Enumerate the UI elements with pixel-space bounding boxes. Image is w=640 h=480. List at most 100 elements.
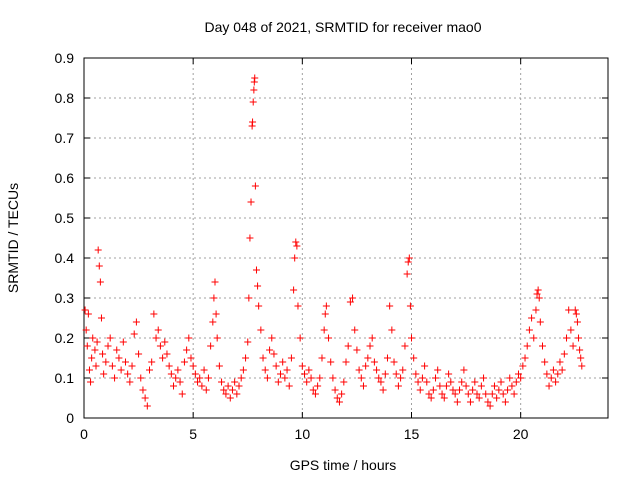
data-point [373,366,381,374]
data-point [303,378,311,386]
data-point [493,394,501,402]
data-point [213,334,221,342]
data-point [263,374,271,382]
data-point [534,286,542,294]
data-point [83,342,91,350]
x-tick-labels: 0 5 10 15 20 [80,426,529,442]
data-point [209,318,217,326]
data-point [514,370,522,378]
data-point [506,374,514,382]
data-point [296,334,304,342]
data-point [187,354,195,362]
data-point [178,390,186,398]
data-point [532,306,540,314]
data-point [88,354,96,362]
data-point [196,374,204,382]
data-point [143,402,151,410]
data-point [569,342,577,350]
data-point [305,366,313,374]
data-point [405,254,413,262]
data-point [165,362,173,370]
data-point [246,234,254,242]
data-point [473,390,481,398]
data-point [375,374,383,382]
data-point [268,334,276,342]
data-point [539,342,546,350]
data-point [237,374,245,382]
data-point [547,374,555,382]
data-point [390,358,398,366]
data-point [572,310,580,318]
data-point [355,366,363,374]
data-point [545,382,553,390]
data-point [170,382,178,390]
x-tick-label: 5 [189,426,197,442]
data-point [100,370,108,378]
data-point [279,358,287,366]
data-point [277,370,284,378]
data-point [353,346,361,354]
data-point [291,254,299,262]
data-point [215,362,223,370]
data-point [85,366,93,374]
data-point [501,398,509,406]
data-point [81,306,89,314]
data-point [510,390,518,398]
data-point [119,338,127,346]
data-point [135,350,143,358]
data-point [379,386,387,394]
data-point [259,354,267,362]
data-point [342,358,350,366]
data-point [434,366,442,374]
data-point [163,350,171,358]
data-point [344,342,352,350]
data-point [521,354,529,362]
data-point [357,374,365,382]
data-point [436,382,444,390]
data-point [251,182,259,190]
data-point [99,350,107,358]
data-point [272,362,280,370]
data-point [106,334,114,342]
data-point [392,370,400,378]
data-point [386,302,394,310]
data-point [314,382,322,390]
data-point [211,278,219,286]
y-tick-label: 0.7 [55,130,75,146]
data-point [364,354,372,362]
data-point [414,378,422,386]
y-tick-label: 0.5 [55,210,75,226]
data-point [210,294,218,302]
data-point [406,302,414,310]
data-point [484,398,492,406]
data-point [318,354,326,362]
data-point [394,382,402,390]
data-point [231,378,239,386]
data-point [128,362,136,370]
data-point [176,378,184,386]
data-point [212,310,220,318]
data-point [530,334,538,342]
data-point [466,398,474,406]
data-point [442,382,450,390]
data-point [82,326,90,334]
data-point [191,370,199,378]
data-point [239,366,247,374]
data-point [397,374,405,382]
data-point [137,374,145,382]
data-point [440,394,448,402]
data-point [96,278,104,286]
data-point [311,390,319,398]
data-point [338,390,346,398]
data-point [480,374,488,382]
axis-ticks [83,57,608,419]
data-point [292,238,300,246]
data-point [495,386,503,394]
data-point [462,382,470,390]
data-point [156,342,164,350]
data-point [362,362,370,370]
chart-title: Day 048 of 2021, SRMTID for receiver mao… [204,19,481,35]
data-point [475,394,483,402]
data-point [535,294,543,302]
